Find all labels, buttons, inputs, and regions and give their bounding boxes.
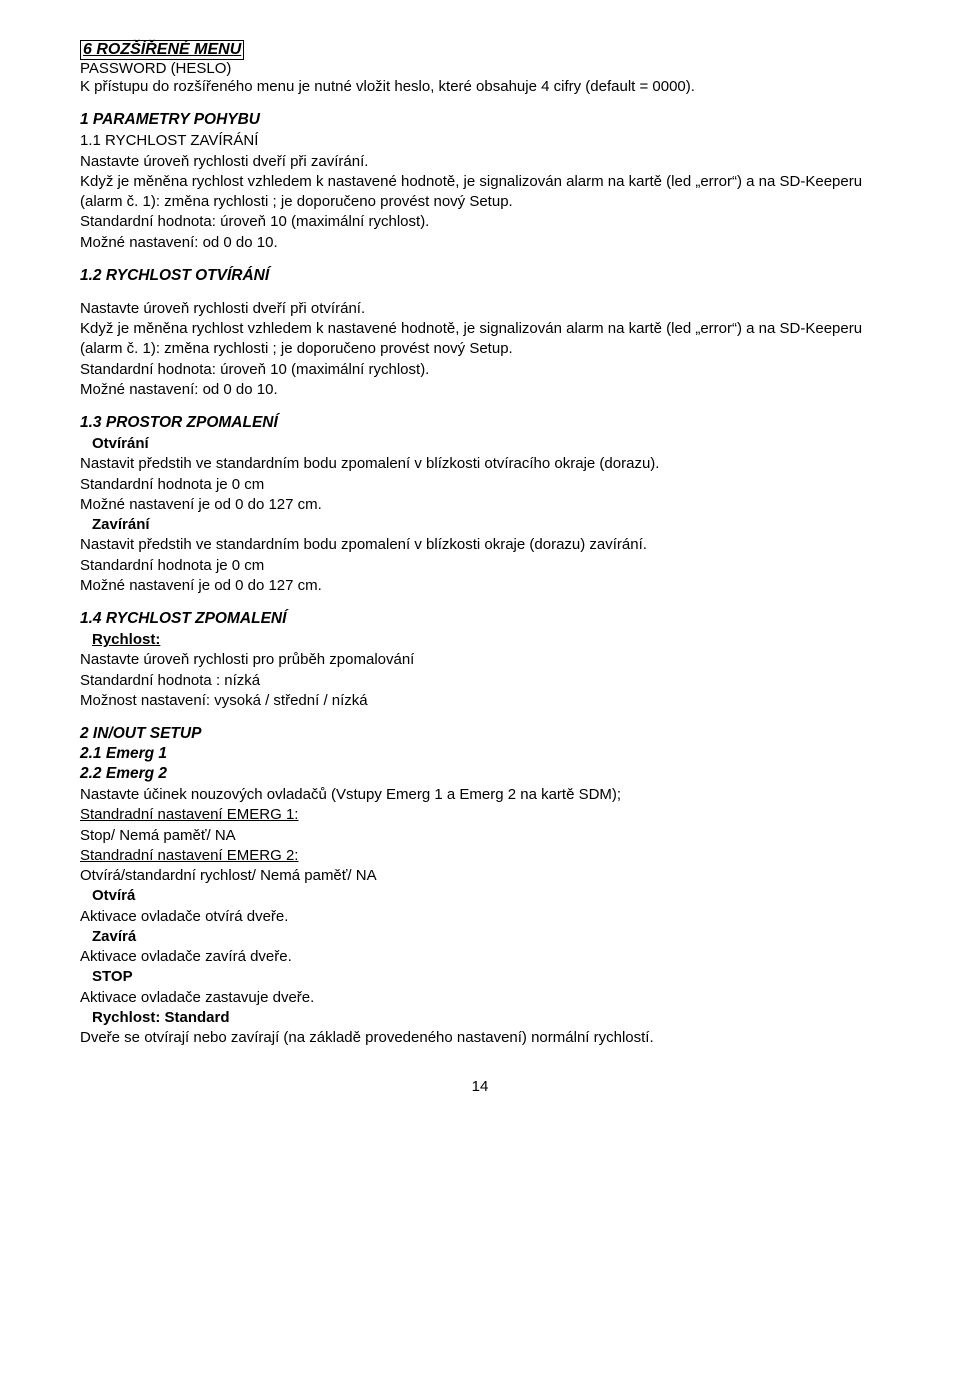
s1-2-l2: Když je měněna rychlost vzhledem k nasta…	[80, 319, 880, 360]
heading-2-2: 2.2 Emerg 2	[80, 765, 880, 783]
s1-3-open-label: Otvírání	[80, 434, 880, 454]
s1-4-speed-label: Rychlost:	[80, 630, 160, 650]
s2-speed-std-label: Rychlost: Standard	[80, 1008, 880, 1028]
s2-close-label: Zavírá	[80, 927, 880, 947]
s1-3-close-label: Zavírání	[80, 515, 880, 535]
s1-2-l4: Možné nastavení: od 0 do 10.	[80, 380, 880, 400]
s1-3-close-l1: Nastavit předstih ve standardním bodu zp…	[80, 535, 880, 555]
s2-emerg2-val: Otvírá/standardní rychlost/ Nemá paměť/ …	[80, 866, 880, 886]
s2-open-body: Aktivace ovladače otvírá dveře.	[80, 907, 880, 927]
s2-stop-body: Aktivace ovladače zastavuje dveře.	[80, 988, 880, 1008]
s1-4-speed-text: Rychlost	[92, 631, 155, 648]
password-body: K přístupu do rozšířeného menu je nutné …	[80, 77, 880, 97]
s1-4-l2: Standardní hodnota : nízká	[80, 671, 880, 691]
heading-2: 2 IN/OUT SETUP	[80, 725, 880, 743]
colon: :	[155, 631, 160, 648]
s1-3-open-l3: Možné nastavení je od 0 do 127 cm.	[80, 495, 880, 515]
s1-3-close-l3: Možné nastavení je od 0 do 127 cm.	[80, 576, 880, 596]
s2-emerg2-label: Standradní nastavení EMERG 2:	[80, 846, 880, 866]
s1-1-l1: Nastavte úroveň rychlosti dveří při zaví…	[80, 152, 880, 172]
s1-3-open-l2: Standardní hodnota je 0 cm	[80, 475, 880, 495]
heading-1: 1 PARAMETRY POHYBU	[80, 111, 880, 129]
section-6-heading: 6 ROZŠÍŘENÉ MENU	[80, 40, 244, 60]
heading-1-3: 1.3 PROSTOR ZPOMALENÍ	[80, 414, 880, 432]
s1-1-l3: Standardní hodnota: úroveň 10 (maximální…	[80, 212, 880, 232]
heading-1-2: 1.2 RYCHLOST OTVÍRÁNÍ	[80, 267, 880, 285]
s2-l1: Nastavte účinek nouzových ovladačů (Vstu…	[80, 785, 880, 805]
s1-2-l1: Nastavte úroveň rychlosti dveří při otví…	[80, 299, 880, 319]
s2-emerg1-label: Standradní nastavení EMERG 1:	[80, 805, 880, 825]
password-title: PASSWORD (HESLO)	[80, 60, 880, 77]
heading-1-1: 1.1 RYCHLOST ZAVÍRÁNÍ	[80, 131, 880, 151]
s2-stop-label: STOP	[80, 967, 880, 987]
heading-1-4: 1.4 RYCHLOST ZPOMALENÍ	[80, 610, 880, 628]
s1-3-open-l1: Nastavit předstih ve standardním bodu zp…	[80, 454, 880, 474]
s2-speed-std-body: Dveře se otvírají nebo zavírají (na zákl…	[80, 1028, 880, 1048]
s1-2-l3: Standardní hodnota: úroveň 10 (maximální…	[80, 360, 880, 380]
s2-close-body: Aktivace ovladače zavírá dveře.	[80, 947, 880, 967]
s1-1-l4: Možné nastavení: od 0 do 10.	[80, 233, 880, 253]
s1-3-close-l2: Standardní hodnota je 0 cm	[80, 556, 880, 576]
heading-2-1: 2.1 Emerg 1	[80, 745, 880, 763]
page: 6 ROZŠÍŘENÉ MENU PASSWORD (HESLO) K přís…	[0, 0, 960, 1130]
page-number: 14	[80, 1078, 880, 1095]
s2-open-label: Otvírá	[80, 886, 880, 906]
s1-4-l1: Nastavte úroveň rychlosti pro průběh zpo…	[80, 650, 880, 670]
s2-emerg1-val: Stop/ Nemá paměť/ NA	[80, 826, 880, 846]
s1-1-l2: Když je měněna rychlost vzhledem k nasta…	[80, 172, 880, 213]
s1-4-l3: Možnost nastavení: vysoká / střední / ní…	[80, 691, 880, 711]
